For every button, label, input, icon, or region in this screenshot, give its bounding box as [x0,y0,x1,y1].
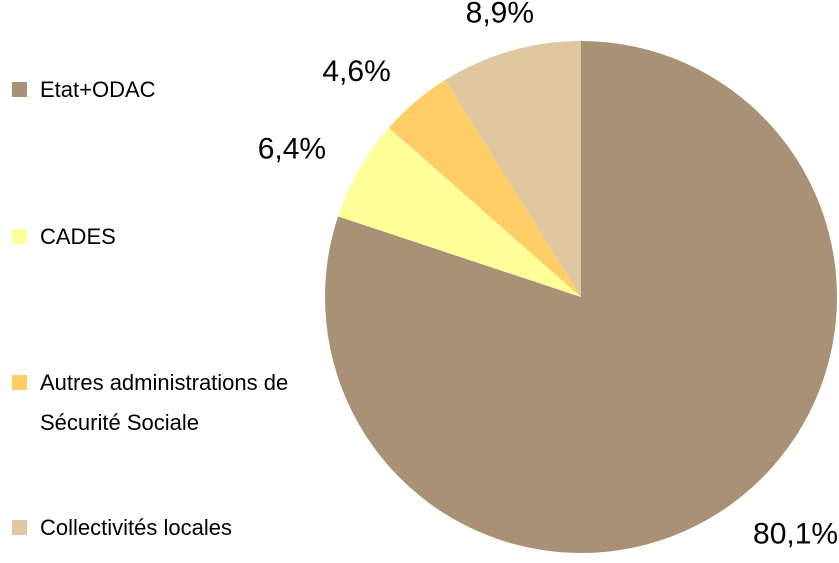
legend-item: Collectivités locales [12,508,312,548]
legend-swatch [12,82,27,97]
legend-item: CADES [12,217,312,257]
pie-slice [338,127,581,297]
legend-label: Etat+ODAC [40,77,156,102]
legend-label: Collectivités locales [40,515,232,540]
data-label: 80,1% [753,517,838,550]
data-label: 6,4% [258,132,326,165]
pie-slice [445,41,581,297]
legend-label: CADES [40,224,116,249]
legend-swatch [12,229,27,244]
legend-label: Autres administrations de Sécurité Socia… [40,370,289,435]
legend-swatch [12,520,27,535]
pie-slice [388,79,581,297]
legend-item: Etat+ODAC [12,70,312,110]
data-label: 4,6% [322,55,390,88]
legend-item: Autres administrations de Sécurité Socia… [12,363,312,443]
legend-swatch [12,375,27,390]
data-label: 8,9% [466,0,534,29]
